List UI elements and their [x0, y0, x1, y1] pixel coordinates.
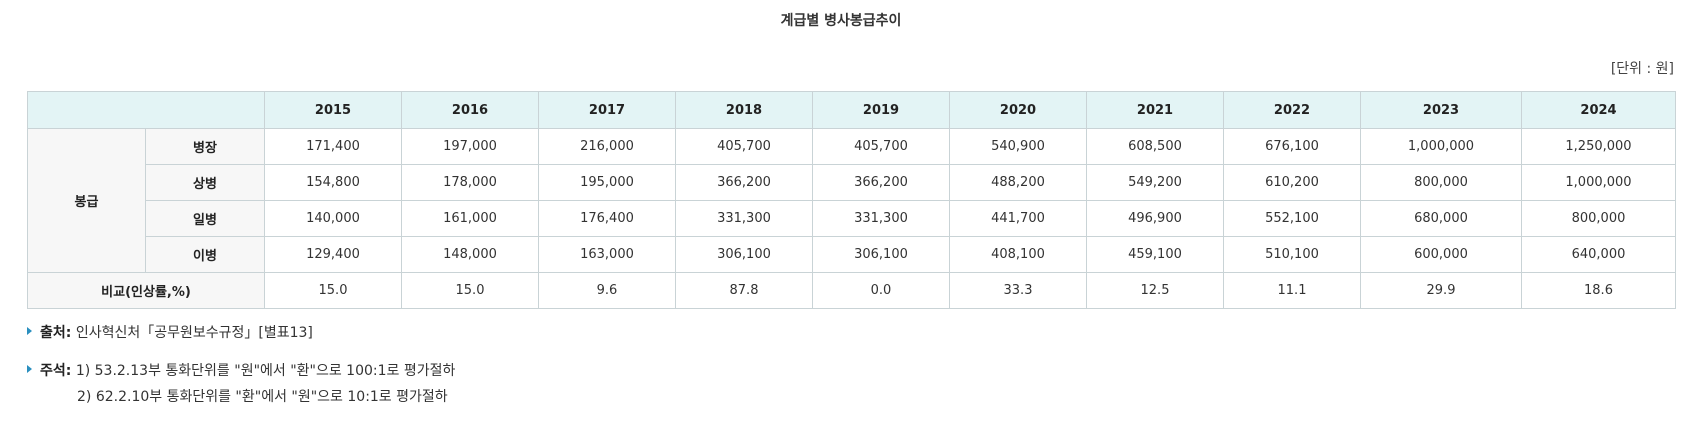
table-cell: 680,000	[1360, 200, 1522, 237]
compare-row: 비교(인상률,%) 15.0 15.0 9.6 87.8 0.0 33.3 12…	[27, 272, 1676, 309]
compare-cell: 11.1	[1223, 272, 1361, 309]
table-cell: 178,000	[401, 164, 539, 201]
table-cell: 488,200	[949, 164, 1087, 201]
table-cell: 459,100	[1086, 236, 1224, 273]
year-header: 2022	[1223, 91, 1361, 129]
pay-table: 2015 2016 2017 2018 2019 2020 2021 2022 …	[27, 91, 1676, 309]
table-cell: 800,000	[1521, 200, 1676, 237]
table-cell: 163,000	[538, 236, 676, 273]
compare-cell: 9.6	[538, 272, 676, 309]
table-cell: 331,300	[675, 200, 813, 237]
year-header: 2016	[401, 91, 539, 129]
rank-label: 이병	[145, 236, 265, 273]
table-cell: 140,000	[264, 200, 402, 237]
table-cell: 331,300	[812, 200, 950, 237]
table-cell: 216,000	[538, 128, 676, 165]
compare-cell: 12.5	[1086, 272, 1224, 309]
table-cell: 176,400	[538, 200, 676, 237]
source-note: 출처: 인사혁신처「공무원보수규정」[별표13]	[27, 322, 313, 342]
table-cell: 676,100	[1223, 128, 1361, 165]
year-header: 2024	[1521, 91, 1676, 129]
compare-label: 비교(인상률,%)	[27, 272, 265, 309]
table-row: 일병 140,000 161,000 176,400 331,300 331,3…	[28, 200, 1676, 237]
table-cell: 441,700	[949, 200, 1087, 237]
header-corner	[27, 91, 265, 129]
table-cell: 510,100	[1223, 236, 1361, 273]
remarks-line-1: 1) 53.2.13부 통화단위를 "원"에서 "환"으로 100:1로 평가절…	[75, 363, 456, 379]
table-cell: 129,400	[264, 236, 402, 273]
remarks-label: 주석:	[40, 363, 72, 379]
table-cell: 1,000,000	[1360, 128, 1522, 165]
source-label: 출처:	[40, 325, 72, 341]
compare-cell: 15.0	[264, 272, 402, 309]
bullet-icon	[27, 327, 32, 335]
header-row: 2015 2016 2017 2018 2019 2020 2021 2022 …	[27, 91, 1676, 129]
compare-cell: 29.9	[1360, 272, 1522, 309]
table-header: 2015 2016 2017 2018 2019 2020 2021 2022 …	[27, 91, 1676, 129]
table-row: 봉급 병장 171,400 197,000 216,000 405,700 40…	[27, 128, 1676, 273]
table-cell: 540,900	[949, 128, 1087, 165]
table-cell: 640,000	[1521, 236, 1676, 273]
table-cell: 366,200	[812, 164, 950, 201]
table-cell: 800,000	[1360, 164, 1522, 201]
year-header: 2023	[1360, 91, 1522, 129]
unit-label: [단위 : 원]	[1610, 61, 1674, 77]
year-header: 2017	[538, 91, 676, 129]
table-cell: 148,000	[401, 236, 539, 273]
table-cell: 154,800	[264, 164, 402, 201]
year-header: 2019	[812, 91, 950, 129]
table-cell: 161,000	[401, 200, 539, 237]
year-header: 2021	[1086, 91, 1224, 129]
table-row: 이병 129,400 148,000 163,000 306,100 306,1…	[28, 236, 1676, 273]
rank-label: 일병	[145, 200, 265, 237]
rank-label: 병장	[145, 128, 265, 165]
bullet-icon	[27, 365, 32, 373]
table-cell: 306,100	[812, 236, 950, 273]
remarks-line-2: 2) 62.2.10부 통화단위를 "환"에서 "원"으로 10:1로 평가절하	[77, 389, 448, 405]
remarks-note: 주석: 1) 53.2.13부 통화단위를 "원"에서 "환"으로 100:1로…	[27, 360, 455, 380]
table-row: 상병 154,800 178,000 195,000 366,200 366,2…	[28, 164, 1676, 201]
table-cell: 608,500	[1086, 128, 1224, 165]
table-cell: 306,100	[675, 236, 813, 273]
table-cell: 496,900	[1086, 200, 1224, 237]
compare-cell: 18.6	[1521, 272, 1676, 309]
table-cell: 610,200	[1223, 164, 1361, 201]
table-cell: 405,700	[675, 128, 813, 165]
table-cell: 549,200	[1086, 164, 1224, 201]
year-header: 2018	[675, 91, 813, 129]
compare-cell: 15.0	[401, 272, 539, 309]
compare-cell: 87.8	[675, 272, 813, 309]
table-cell: 195,000	[538, 164, 676, 201]
table-cell: 405,700	[812, 128, 950, 165]
table-cell: 197,000	[401, 128, 539, 165]
compare-cell: 0.0	[812, 272, 950, 309]
year-header: 2015	[264, 91, 402, 129]
table-cell: 366,200	[675, 164, 813, 201]
table-cell: 171,400	[264, 128, 402, 165]
table-cell: 552,100	[1223, 200, 1361, 237]
table-cell: 600,000	[1360, 236, 1522, 273]
table-body: 봉급 병장 171,400 197,000 216,000 405,700 40…	[27, 128, 1676, 309]
rank-label: 상병	[145, 164, 265, 201]
table-cell: 408,100	[949, 236, 1087, 273]
table-title: 계급별 병사봉급추이	[780, 13, 902, 29]
group-label: 봉급	[27, 128, 146, 273]
source-text: 인사혁신처「공무원보수규정」[별표13]	[75, 325, 313, 341]
table-cell: 1,000,000	[1521, 164, 1676, 201]
compare-cell: 33.3	[949, 272, 1087, 309]
year-header: 2020	[949, 91, 1087, 129]
table-cell: 1,250,000	[1521, 128, 1676, 165]
